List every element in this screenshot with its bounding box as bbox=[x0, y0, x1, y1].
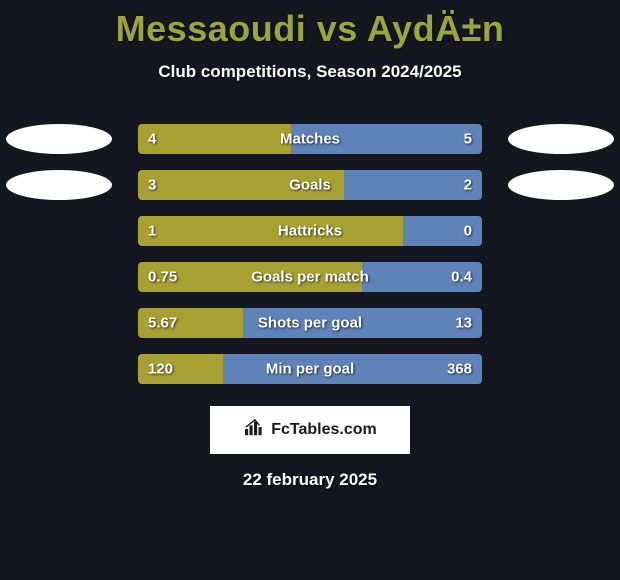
stat-row: Shots per goal 5.67 13 bbox=[0, 300, 620, 346]
bar-left-value: 0.75 bbox=[148, 269, 177, 286]
source-badge: FcTables.com bbox=[210, 406, 410, 454]
bar-metric-label: Goals bbox=[289, 177, 331, 194]
bar-left-value: 3 bbox=[148, 177, 156, 194]
bar-container: Shots per goal 5.67 13 bbox=[138, 308, 482, 338]
bar-right-value: 0 bbox=[464, 223, 472, 240]
stat-row: Hattricks 1 0 bbox=[0, 208, 620, 254]
bar-left-value: 1 bbox=[148, 223, 156, 240]
page-title: Messaoudi vs AydÄ±n bbox=[0, 0, 620, 50]
date-label: 22 february 2025 bbox=[0, 470, 620, 490]
bar-left bbox=[138, 124, 291, 154]
bar-left-value: 5.67 bbox=[148, 315, 177, 332]
bar-chart-icon bbox=[243, 419, 265, 442]
bar-left-value: 4 bbox=[148, 131, 156, 148]
badge-text: FcTables.com bbox=[271, 421, 377, 439]
bar-container: Matches 4 5 bbox=[138, 124, 482, 154]
decoration-ellipse bbox=[508, 170, 614, 200]
subtitle: Club competitions, Season 2024/2025 bbox=[0, 62, 620, 82]
bar-metric-label: Goals per match bbox=[251, 269, 369, 286]
bar-metric-label: Hattricks bbox=[278, 223, 342, 240]
bar-left bbox=[138, 216, 403, 246]
bar-left-value: 120 bbox=[148, 361, 173, 378]
stat-row: Goals per match 0.75 0.4 bbox=[0, 254, 620, 300]
bar-right-value: 368 bbox=[447, 361, 472, 378]
bar-container: Goals 3 2 bbox=[138, 170, 482, 200]
bar-right-value: 0.4 bbox=[451, 269, 472, 286]
decoration-ellipse bbox=[6, 124, 112, 154]
bar-metric-label: Shots per goal bbox=[258, 315, 362, 332]
bar-right-value: 5 bbox=[464, 131, 472, 148]
bar-metric-label: Matches bbox=[280, 131, 340, 148]
decoration-ellipse bbox=[6, 170, 112, 200]
bar-metric-label: Min per goal bbox=[266, 361, 354, 378]
bar-right-value: 2 bbox=[464, 177, 472, 194]
comparison-chart: Matches 4 5 Goals 3 2 Hattricks 1 0 Goals per mat… bbox=[0, 116, 620, 392]
bar-container: Min per goal 120 368 bbox=[138, 354, 482, 384]
bar-right-value: 13 bbox=[455, 315, 472, 332]
decoration-ellipse bbox=[508, 124, 614, 154]
bar-right bbox=[344, 170, 482, 200]
stat-row: Min per goal 120 368 bbox=[0, 346, 620, 392]
bar-container: Goals per match 0.75 0.4 bbox=[138, 262, 482, 292]
bar-container: Hattricks 1 0 bbox=[138, 216, 482, 246]
